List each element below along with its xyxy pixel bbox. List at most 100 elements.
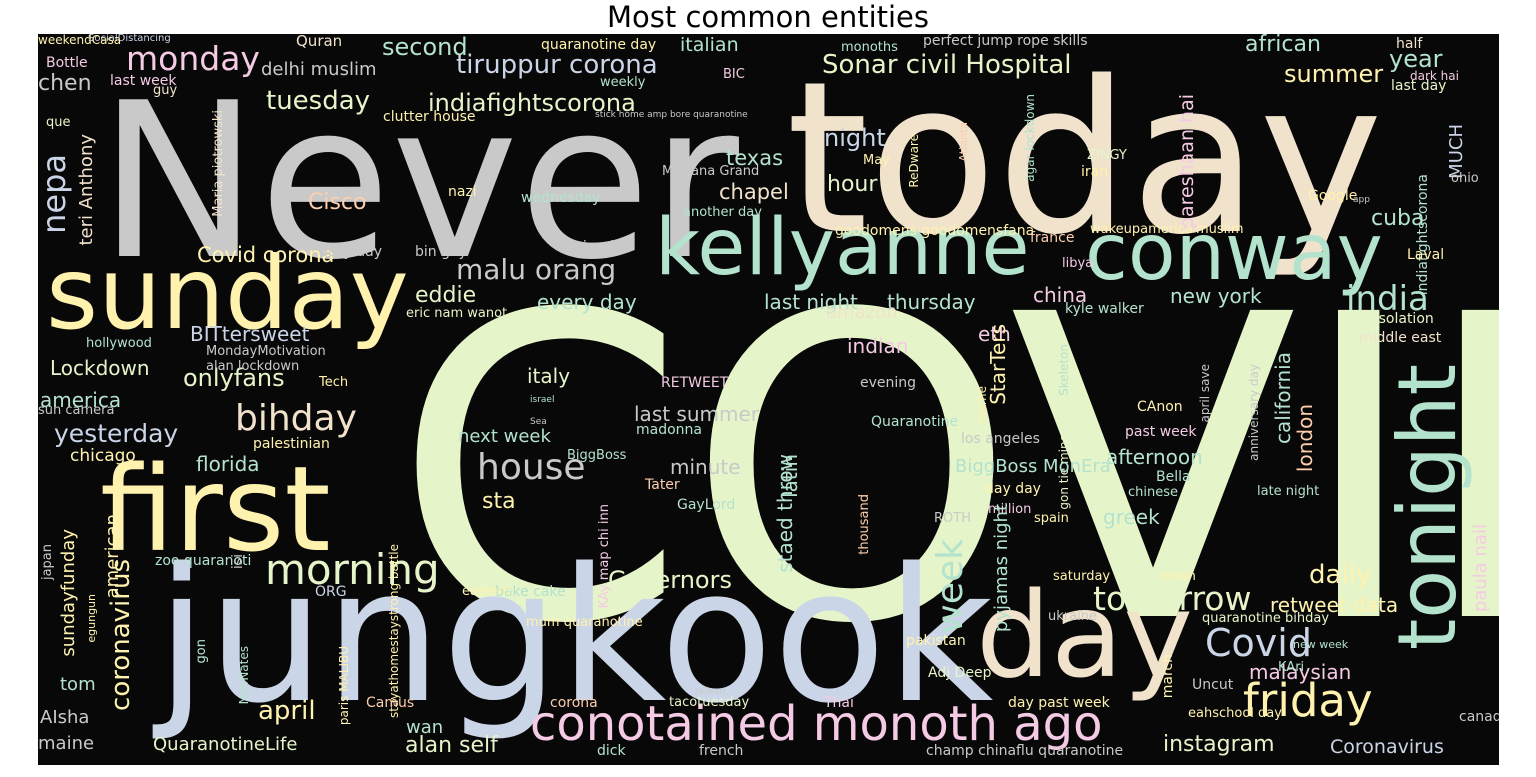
cloud-word: eahschool day: [1188, 706, 1282, 721]
cloud-word: last week: [110, 73, 177, 89]
cloud-word: Camus: [366, 695, 415, 711]
cloud-word: indian: [847, 334, 909, 358]
cloud-word: tomorrow: [1093, 579, 1252, 618]
cloud-word: kellyanne: [655, 203, 1030, 293]
cloud-word: monday: [126, 39, 260, 78]
cloud-word: GayLord: [677, 497, 736, 513]
cloud-word: sundayfunday: [58, 529, 79, 657]
cloud-word: retweet data: [1270, 593, 1399, 617]
cloud-word: Laval: [1407, 247, 1445, 263]
cloud-word: goodomens goodomensfana: [835, 223, 1035, 239]
cloud-word: ROTH: [934, 511, 971, 526]
cloud-word: ZINGY: [1087, 148, 1127, 163]
cloud-word: BIC: [723, 67, 745, 82]
cloud-word: Lockdown: [50, 356, 150, 380]
cloud-word: america: [40, 388, 122, 412]
cloud-word: morning: [265, 545, 440, 594]
cloud-word: new week: [1293, 638, 1349, 651]
cloud-word: spain: [1034, 511, 1069, 526]
cloud-word: staed throw: [773, 454, 797, 573]
cloud-word: sta: [482, 489, 516, 514]
cloud-word: app: [1353, 195, 1370, 205]
cloud-word: next week: [458, 426, 551, 447]
cloud-word: hollywood: [86, 336, 152, 351]
cloud-word: KAy map chi inn: [597, 504, 612, 609]
cloud-word: weekendCasa: [38, 34, 122, 47]
cloud-word: american: [102, 514, 123, 599]
cloud-word: past week: [1125, 424, 1197, 440]
cloud-word: wakeupamerica: [1090, 222, 1193, 237]
cloud-word: pakistan: [906, 633, 966, 649]
cloud-word: Coronavirus: [1330, 736, 1444, 758]
cloud-word: israel: [530, 395, 555, 405]
cloud-word: Never: [98, 56, 740, 307]
cloud-word: tom: [60, 674, 96, 695]
cloud-word: conway: [1085, 208, 1383, 298]
cloud-word: today: [786, 36, 1384, 281]
cloud-word: Tater: [645, 477, 680, 493]
cloud-word: CAnon: [1137, 399, 1183, 415]
cloud-word: chinese: [1128, 485, 1179, 500]
cloud-word: Thai: [824, 695, 854, 711]
cloud-word: first: [100, 440, 331, 578]
cloud-word: week: [930, 539, 971, 634]
cloud-word: indiafightscorona: [428, 89, 636, 117]
cloud-word: every day: [537, 290, 637, 314]
cloud-word: isi: [230, 554, 246, 570]
cloud-word: Cisco: [308, 190, 367, 215]
cloud-word: eth: [978, 322, 1011, 346]
cloud-word: gon: [194, 639, 209, 664]
cloud-word: another day: [683, 205, 762, 220]
cloud-word: agar lockdown: [1023, 94, 1037, 182]
cloud-word: afternoon: [1106, 445, 1203, 469]
cloud-word: evening: [860, 375, 917, 391]
cloud-word: malaysian: [1249, 660, 1352, 684]
cloud-word: easy day: [319, 244, 382, 260]
cloud-word: Uncut: [1192, 677, 1234, 693]
cloud-word: Bottle: [46, 55, 88, 71]
cloud-word: iran: [1081, 164, 1109, 180]
cloud-word: quaranotine bihday: [1202, 611, 1330, 626]
cloud-word: cuba: [1371, 206, 1425, 231]
cloud-word: daily: [1309, 560, 1372, 590]
cloud-word: indiafightscorona: [1415, 174, 1431, 296]
cloud-word: libya: [1062, 256, 1094, 271]
cloud-word: ohio: [1451, 171, 1479, 186]
cloud-word: alan self: [405, 733, 498, 758]
cloud-word: Governors: [608, 566, 732, 594]
cloud-word: ReDware: [907, 134, 921, 188]
cloud-word: house: [477, 447, 586, 488]
cloud-word: teri Anthony: [76, 134, 97, 246]
cloud-word: mum quaranotine: [526, 615, 643, 630]
cloud-word: bin gay: [415, 244, 467, 260]
cloud-word: dark hai: [1410, 69, 1459, 83]
cloud-word: que: [46, 115, 71, 130]
cloud-word: chapel: [719, 180, 789, 204]
cloud-word: AIsha: [40, 707, 90, 728]
cloud-word: bake cake: [495, 584, 566, 600]
cloud-word: middle east: [1359, 330, 1442, 346]
cloud-word: day past week: [1008, 695, 1110, 711]
cloud-word: guy: [153, 83, 178, 98]
cloud-word: conotained monoth ago: [530, 696, 1103, 752]
cloud-word: QuaranotineLife: [153, 734, 298, 755]
chart-title: Most common entities: [606, 0, 930, 34]
cloud-word: hour: [827, 172, 878, 197]
cloud-word: los angeles: [961, 431, 1040, 447]
cloud-word: thursday: [887, 290, 976, 314]
cloud-word: april: [258, 696, 316, 726]
cloud-word: Skeleton: [1057, 344, 1071, 396]
cloud-word: late night: [1257, 484, 1320, 499]
cloud-word: KAri: [1278, 660, 1305, 675]
cloud-word: friday: [1243, 674, 1373, 727]
cloud-word: florida: [196, 452, 260, 476]
cloud-word: Tech: [319, 375, 349, 390]
cloud-word: chen: [38, 71, 92, 96]
cloud-word: day day: [985, 481, 1041, 497]
cloud-word: MAriana Grand: [662, 164, 760, 179]
cloud-word: india: [1346, 279, 1429, 319]
cloud-word: april save: [1198, 364, 1212, 423]
cloud-word: stayathomestaystrong battle: [387, 544, 401, 719]
cloud-word: BiggBoss MonEra: [955, 456, 1111, 477]
